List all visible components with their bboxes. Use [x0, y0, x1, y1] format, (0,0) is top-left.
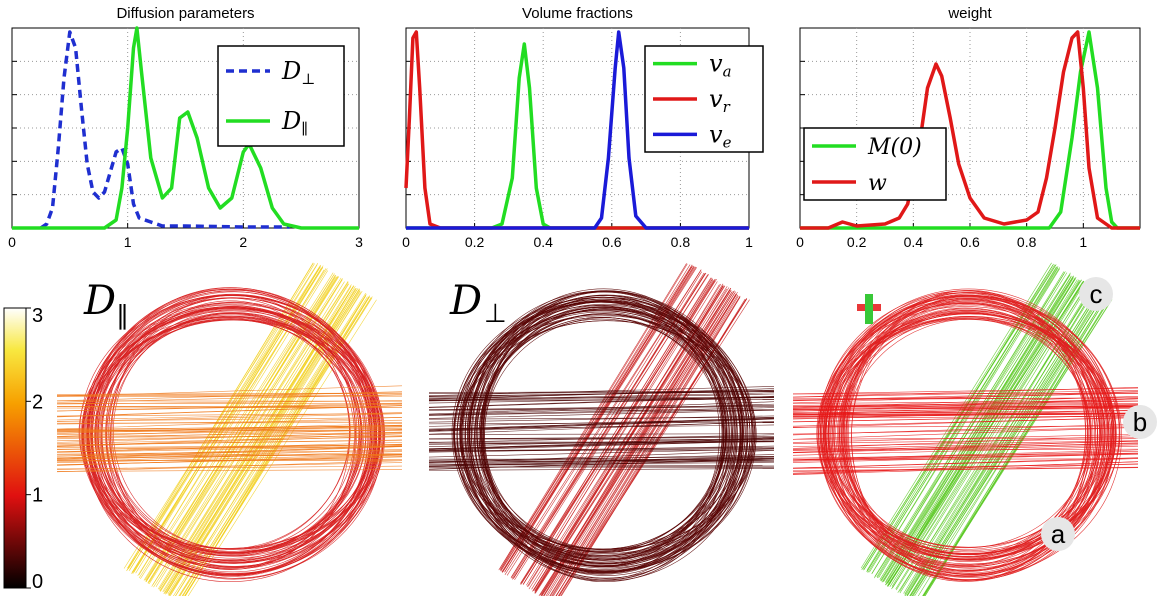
chart-title: Volume fractions	[522, 5, 633, 22]
annotations: c b a	[1041, 277, 1157, 551]
x-tick-label: 0.2	[465, 234, 485, 250]
panel-label-sub: ⊥	[484, 298, 507, 328]
panel-label-main: D	[83, 278, 116, 324]
legend-label-sub: ⊥	[301, 70, 315, 88]
x-tick-label: 2	[239, 234, 247, 250]
series-line-0	[800, 30, 1140, 230]
chart-title: weight	[947, 5, 992, 22]
colorbar-tick-label: 2	[32, 391, 43, 413]
colorbar	[3, 307, 27, 589]
chart-weight: weight 0 0.2 0.4 0.6 0.8 1 M(0) w	[796, 5, 1141, 250]
series-line-2	[406, 30, 749, 230]
colorbar-ticks: 3 2 1 0	[26, 305, 43, 593]
legend-box	[217, 45, 345, 147]
x-tick-label: 1	[124, 234, 132, 250]
legend-label: M(0)	[867, 135, 922, 160]
chart-title: Diffusion parameters	[116, 5, 254, 22]
annotation-c: c	[1079, 277, 1113, 311]
colorbar-tick-label: 1	[32, 485, 43, 507]
x-tick-label: 0.6	[960, 234, 980, 250]
legend-box	[803, 127, 947, 201]
legend-label-sub: ∥	[301, 120, 308, 138]
x-tick-label: 0.4	[904, 234, 924, 250]
annotation-label: c	[1090, 279, 1103, 309]
fiber-maps: 3 2 1 0 D ∥ D ⊥ c b a	[3, 262, 1157, 596]
x-tick-label: 0.8	[1017, 234, 1037, 250]
series-line-0	[39, 30, 290, 230]
legend-label: w	[868, 171, 887, 196]
fiber-band-horizontal	[428, 386, 775, 471]
x-tick-label: 0.8	[671, 234, 691, 250]
x-tick-label: 0	[402, 234, 410, 250]
map-weight	[792, 262, 1139, 596]
x-tick-label: 1	[1079, 234, 1087, 250]
colorbar-tick-label: 3	[32, 305, 43, 327]
series-line-1	[800, 30, 1140, 230]
map-d-parallel	[56, 262, 403, 596]
x-tick-label: 0.2	[847, 234, 867, 250]
colorbar-tick-label: 0	[32, 571, 43, 593]
panel-label-d-parallel: D ∥	[83, 278, 129, 330]
plus-icon	[857, 294, 881, 324]
legend-label-sub: r	[723, 98, 731, 116]
x-tick-label: 0	[8, 234, 16, 250]
series-line-1	[12, 26, 359, 230]
map-d-perp	[428, 263, 775, 596]
x-tick-label: 3	[355, 234, 363, 250]
x-tick-label: 0.4	[533, 234, 553, 250]
panel-label-main: D	[449, 278, 482, 324]
x-tick-label: 0.6	[602, 234, 622, 250]
fiber-band-horizontal	[792, 387, 1139, 475]
annotation-a: a	[1041, 517, 1075, 551]
panel-label-d-perp: D ⊥	[449, 278, 507, 328]
legend: D⊥D∥	[217, 45, 345, 147]
x-tick-label: 1	[745, 234, 753, 250]
legend: M(0) w	[803, 127, 947, 201]
annotation-label: a	[1051, 519, 1066, 549]
chart-diffusion-parameters: Diffusion parameters 0 1 2 3 D⊥D∥	[8, 5, 363, 250]
legend-label-sub: a	[723, 63, 732, 81]
series-line-0	[406, 42, 749, 230]
annotation-b: b	[1123, 405, 1157, 439]
x-tick-label: 0	[796, 234, 804, 250]
panel-label-sub: ∥	[116, 300, 129, 330]
legend-label-sub: e	[723, 133, 732, 151]
annotation-label: b	[1133, 407, 1147, 437]
fiber-band-horizontal	[56, 385, 403, 473]
fiber-ring	[451, 288, 757, 583]
